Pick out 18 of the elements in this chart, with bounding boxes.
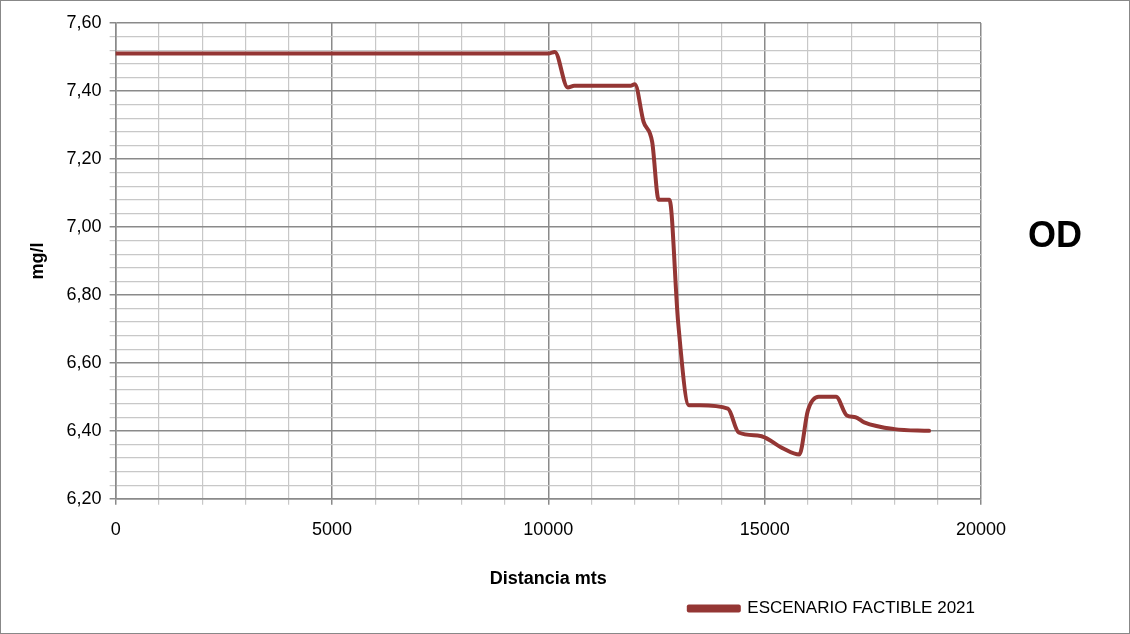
x-tick-label: 5000 <box>311 518 352 539</box>
y-tick-label: 6,80 <box>66 283 102 304</box>
y-tick-label: 7,20 <box>66 147 102 168</box>
y-tick-label: 6,40 <box>66 419 102 440</box>
legend-label: ESCENARIO FACTIBLE 2021 <box>747 598 975 618</box>
y-tick-label: 7,60 <box>66 11 102 32</box>
y-tick-label: 6,60 <box>66 351 102 372</box>
x-tick-label: 20000 <box>955 518 1007 539</box>
y-axis-title: mg/l <box>26 242 47 280</box>
text: OD <box>1028 213 1082 255</box>
y-tick-label: 7,00 <box>66 215 102 236</box>
y-tick-label: 7,40 <box>66 79 102 100</box>
x-axis-title: Distancia mts <box>489 568 607 589</box>
x-tick-label: 0 <box>110 518 121 539</box>
line-series <box>115 49 932 457</box>
x-tick-label: 15000 <box>739 518 790 539</box>
y-tick-label: 6,20 <box>66 487 102 508</box>
x-tick-label: 10000 <box>523 518 574 539</box>
